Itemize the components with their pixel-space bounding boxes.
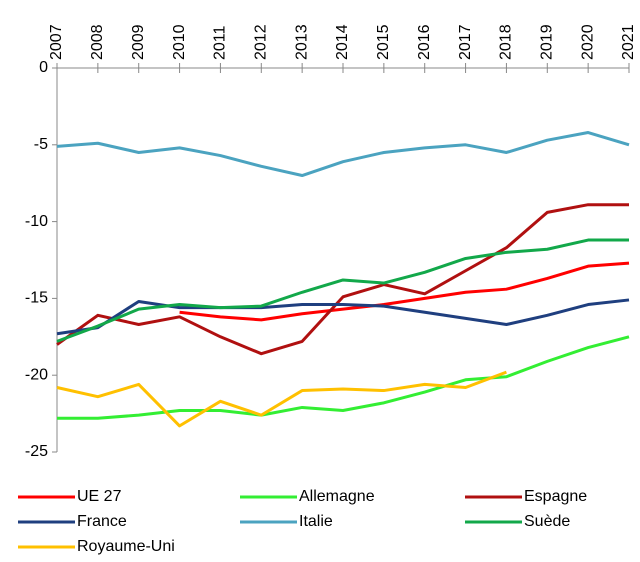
x-tick-label: 2012 [253,24,270,60]
series-line [56,203,629,356]
y-tick-label: -25 [25,443,48,460]
legend-label: Italie [299,513,333,530]
series-line [56,298,630,336]
x-tick-label: 2019 [539,24,556,60]
x-tick-label: 2011 [212,25,229,60]
x-tick-label: 2015 [375,24,392,60]
x-tick-label: 2013 [293,24,310,60]
legend-label: Espagne [524,488,587,505]
y-tick-label: 0 [39,59,48,76]
x-tick-label: 2016 [416,24,433,60]
legend-label: France [77,513,127,530]
x-tick-label: 2020 [579,24,596,60]
legend-label: Royaume-Uni [77,538,175,555]
series-line [57,335,630,420]
x-tick-label: 2014 [334,24,351,60]
legend-label: UE 27 [77,488,122,505]
y-tick-label: -5 [34,136,48,153]
x-tick-label: 2007 [48,24,65,60]
series-line [56,238,629,343]
x-tick-label: 2018 [498,24,515,60]
x-tick-label: 2009 [130,24,147,60]
legend-label: Suède [524,513,570,530]
y-tick-label: -15 [25,290,48,307]
y-tick-label: -10 [25,213,48,230]
legend-label: Allemagne [299,488,375,505]
series-line [179,261,630,322]
x-tick-label: 2017 [457,24,474,60]
x-tick-label: 2008 [89,24,106,60]
x-tick-label: 2010 [171,24,188,60]
series-line [56,370,507,428]
series-line [56,131,630,178]
x-tick-label: 2021 [620,24,637,60]
y-tick-label: -20 [25,366,48,383]
